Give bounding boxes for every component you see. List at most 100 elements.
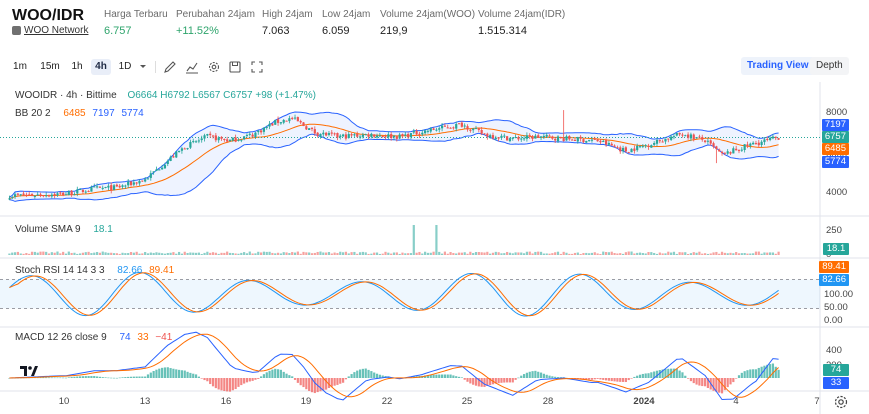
candle-body — [678, 132, 681, 135]
volume-bar — [90, 253, 93, 255]
volume-bar — [110, 252, 113, 255]
candle-body — [33, 195, 36, 197]
macd-histogram-bar — [698, 378, 701, 386]
settings-gear-icon[interactable] — [207, 60, 221, 74]
trading-view-button[interactable]: Trading View — [741, 57, 815, 75]
macd-histogram-bar — [749, 369, 752, 378]
timeframe-1m[interactable]: 1m — [13, 61, 27, 72]
volume-bar — [695, 252, 698, 255]
candle-body — [390, 134, 393, 139]
candle-body — [421, 132, 424, 135]
chart-settings-gear-icon[interactable] — [833, 394, 849, 410]
volume-bar — [641, 253, 644, 255]
fullscreen-icon[interactable] — [250, 60, 264, 74]
volume-bar — [254, 253, 257, 255]
x-axis-label: 19 — [300, 396, 312, 407]
bb-basis-price-label: 6485 — [821, 143, 849, 155]
macd-histogram-bar — [737, 375, 741, 378]
candle-body — [197, 140, 200, 142]
macd-histogram-bar — [777, 369, 780, 378]
candle-body — [491, 135, 495, 139]
volume-bar — [650, 252, 653, 255]
volume-bar — [638, 252, 642, 255]
candle-body — [588, 140, 591, 142]
volume-bar — [517, 252, 520, 255]
volume-bar — [322, 252, 325, 255]
signal-line — [9, 333, 779, 398]
stat-value: 6.059 — [322, 25, 350, 37]
volume-bar — [149, 252, 152, 255]
volume-bar — [333, 252, 336, 255]
timeframe-15m[interactable]: 15m — [40, 61, 60, 72]
indicator-chart-icon[interactable] — [185, 60, 199, 74]
macd-histogram-bar — [681, 372, 684, 378]
candle-body — [701, 137, 704, 140]
last-price-label: 6757 — [821, 131, 849, 143]
macd-histogram-bar — [650, 372, 653, 378]
macd-histogram-bar — [503, 378, 506, 383]
macd-histogram-bar — [341, 378, 345, 383]
volume-bar — [709, 253, 712, 255]
macd-histogram-bar — [234, 378, 237, 390]
volume-bar — [542, 253, 545, 255]
candle-body — [672, 136, 676, 138]
macd-histogram-bar — [262, 374, 266, 378]
volume-bar — [265, 251, 268, 255]
chevron-down-icon[interactable] — [138, 61, 148, 75]
volume-bar — [217, 253, 220, 255]
candle-body — [551, 136, 554, 139]
candle-body — [367, 134, 370, 137]
candle-body — [73, 194, 76, 196]
volume-bar — [62, 251, 65, 255]
candle-body — [545, 134, 548, 137]
volume-bar — [480, 252, 483, 255]
macd-histogram-bar — [308, 378, 311, 391]
volume-bar — [73, 252, 76, 255]
timeframe-4h[interactable]: 4h — [91, 59, 111, 75]
candle-body — [11, 197, 14, 199]
candle-body — [387, 134, 390, 138]
volume-bar — [381, 253, 384, 255]
macd-histogram-bar — [582, 378, 585, 380]
volume-bar — [670, 252, 673, 255]
candle-body — [596, 139, 599, 142]
macd-histogram-bar — [511, 378, 514, 383]
candle-body — [404, 134, 407, 136]
macd-histogram-bar — [268, 370, 271, 378]
candle-body — [192, 141, 195, 143]
volume-bar — [299, 253, 302, 255]
volume-bar — [599, 253, 602, 255]
volume-bar — [358, 252, 362, 255]
volume-bar — [344, 251, 348, 255]
volume-bar — [401, 252, 404, 255]
candle-body — [251, 134, 254, 137]
timeframe-1h[interactable]: 1h — [71, 61, 83, 72]
macd-histogram-bar — [633, 376, 636, 378]
candle-body — [624, 147, 627, 152]
price-chart[interactable] — [0, 82, 869, 414]
candle-body — [395, 136, 398, 139]
macd-histogram-bar — [364, 368, 367, 378]
macd-histogram-bar — [118, 377, 121, 379]
candle-body — [604, 140, 608, 145]
depth-button[interactable]: Depth — [810, 57, 849, 75]
x-axis-label: 22 — [381, 396, 393, 407]
candle-body — [124, 185, 127, 187]
macd-histogram-bar — [115, 377, 118, 379]
save-icon[interactable] — [228, 60, 242, 74]
candle-body — [463, 125, 466, 127]
volume-bar — [336, 253, 339, 255]
volume-bar — [469, 251, 472, 255]
macd-histogram-bar — [446, 374, 449, 378]
candle-body — [336, 133, 339, 138]
network-link[interactable]: WOO Network — [12, 25, 88, 36]
tradingview-logo-icon[interactable] — [20, 364, 38, 376]
draw-pencil-icon[interactable] — [163, 60, 177, 74]
candle-body — [59, 192, 62, 194]
macd-histogram-bar — [197, 376, 200, 378]
network-label: WOO Network — [24, 25, 89, 36]
macd-line-value: 74 — [119, 332, 131, 343]
timeframe-1d[interactable]: 1D — [118, 61, 132, 72]
macd-histogram-bar — [590, 378, 594, 380]
volume-bar — [175, 253, 178, 255]
